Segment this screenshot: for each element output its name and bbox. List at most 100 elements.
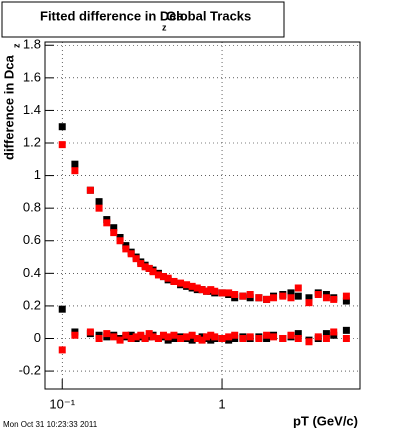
marker xyxy=(116,336,124,344)
marker xyxy=(86,186,94,194)
y-tick-label: 1 xyxy=(34,167,41,182)
marker xyxy=(110,229,118,237)
marker xyxy=(145,330,153,338)
marker xyxy=(198,336,206,344)
marker xyxy=(322,334,330,342)
marker xyxy=(164,333,172,341)
marker xyxy=(287,294,295,302)
title-box xyxy=(1,1,285,38)
marker xyxy=(122,331,130,339)
marker xyxy=(330,328,338,336)
marker xyxy=(122,245,130,253)
marker xyxy=(198,286,206,294)
marker xyxy=(170,331,178,339)
marker xyxy=(246,291,254,299)
marker xyxy=(225,333,233,341)
marker xyxy=(141,263,149,271)
marker xyxy=(71,167,79,175)
x-tick-label: 1 xyxy=(218,396,225,411)
marker xyxy=(58,346,66,354)
marker xyxy=(58,123,66,131)
marker xyxy=(58,305,66,313)
marker xyxy=(86,328,94,336)
y-axis-label-subscript: z xyxy=(11,43,21,48)
marker xyxy=(231,291,239,299)
marker xyxy=(132,333,140,341)
marker xyxy=(211,333,219,341)
marker xyxy=(154,334,162,342)
marker xyxy=(177,334,185,342)
marker xyxy=(279,292,287,300)
marker xyxy=(287,289,295,297)
y-tick-label: 0.2 xyxy=(23,297,41,312)
marker xyxy=(246,333,254,341)
marker xyxy=(149,333,157,341)
marker xyxy=(239,334,247,342)
marker xyxy=(239,292,247,300)
marker xyxy=(294,292,302,300)
y-tick-label: 0.6 xyxy=(23,232,41,247)
marker xyxy=(154,271,162,279)
marker xyxy=(305,299,313,307)
plot-frame xyxy=(44,41,361,390)
marker xyxy=(342,334,350,342)
marker xyxy=(255,294,263,302)
marker xyxy=(207,336,215,344)
marker xyxy=(159,331,167,339)
marker xyxy=(263,331,271,339)
title-subscript: z xyxy=(162,22,167,32)
marker xyxy=(255,334,263,342)
marker xyxy=(188,336,196,344)
marker xyxy=(127,334,135,342)
marker xyxy=(218,289,226,297)
chart-title: Fitted difference in Dca xyxy=(40,8,185,23)
marker xyxy=(149,268,157,276)
marker xyxy=(218,334,226,342)
marker xyxy=(127,250,135,258)
marker xyxy=(305,338,313,346)
marker xyxy=(183,333,191,341)
chart-subtitle: Global Tracks xyxy=(166,8,251,23)
y-tick-label: 0.4 xyxy=(23,265,41,280)
marker xyxy=(314,333,322,341)
marker xyxy=(225,289,233,297)
marker xyxy=(95,204,103,212)
marker xyxy=(207,331,215,339)
marker xyxy=(342,326,350,334)
marker xyxy=(203,287,211,295)
marker xyxy=(287,331,295,339)
marker xyxy=(145,264,153,272)
marker xyxy=(103,219,111,227)
marker xyxy=(270,294,278,302)
marker xyxy=(103,330,111,338)
marker xyxy=(203,333,211,341)
marker xyxy=(164,274,172,282)
marker xyxy=(177,279,185,287)
marker xyxy=(183,281,191,289)
marker xyxy=(231,331,239,339)
marker xyxy=(211,287,219,295)
y-axis-label: difference in Dca xyxy=(1,54,16,160)
marker xyxy=(159,273,167,281)
marker xyxy=(193,284,201,292)
marker xyxy=(330,295,338,303)
y-tick-label: 0.8 xyxy=(23,200,41,215)
footer: Mon Oct 31 10:23:33 2011 xyxy=(3,420,98,429)
marker xyxy=(95,334,103,342)
marker xyxy=(294,330,302,338)
marker xyxy=(314,291,322,299)
y-tick-label: 1.2 xyxy=(23,134,41,149)
y-tick-label: -0.2 xyxy=(19,363,41,378)
marker xyxy=(58,141,66,149)
y-tick-label: 1.6 xyxy=(23,69,41,84)
y-tick-label: 0 xyxy=(34,330,41,345)
marker xyxy=(71,331,79,339)
marker xyxy=(294,284,302,292)
marker xyxy=(95,198,103,206)
marker xyxy=(342,297,350,305)
marker xyxy=(322,330,330,338)
marker xyxy=(342,292,350,300)
marker xyxy=(305,294,313,302)
y-tick-label: 1.8 xyxy=(23,37,41,52)
marker xyxy=(116,237,124,245)
